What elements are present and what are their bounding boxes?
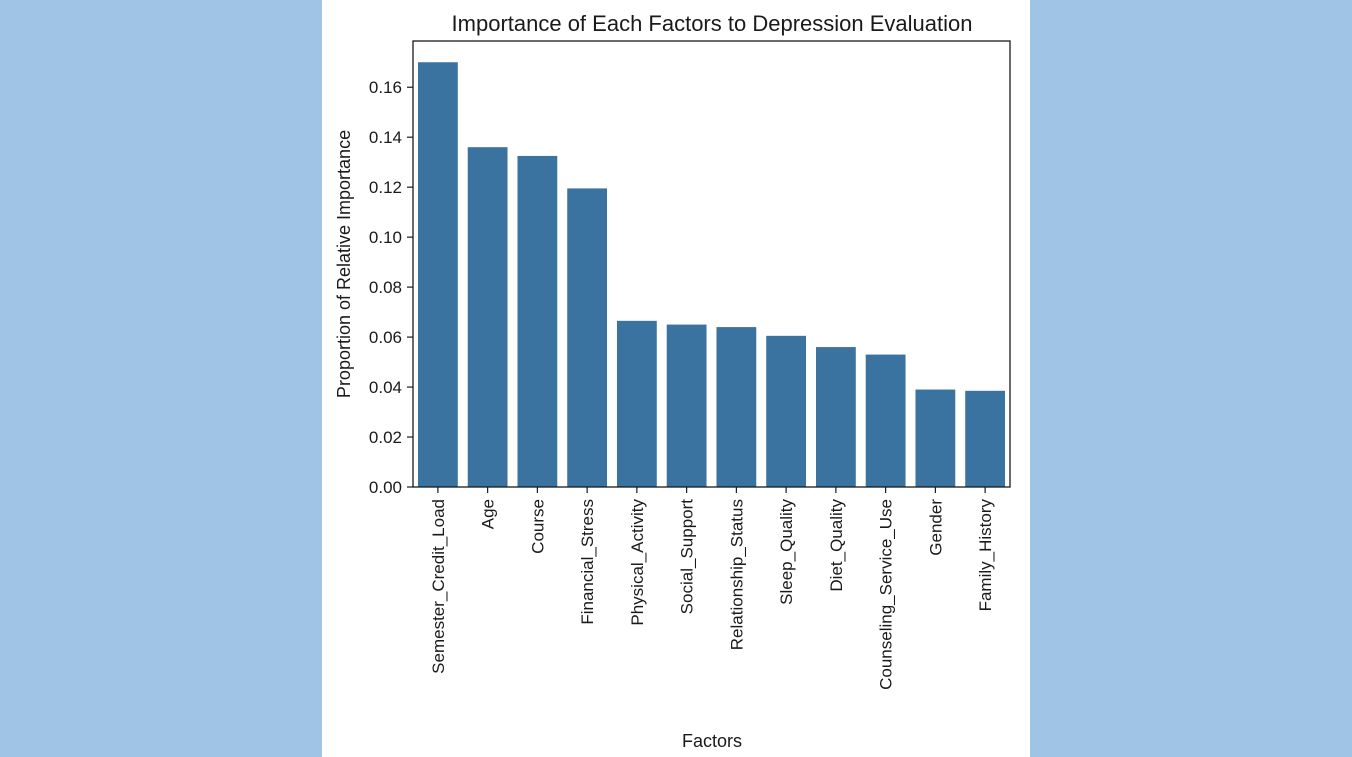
x-axis: Semester_Credit_Load Age Course Financial_S… (429, 487, 995, 690)
chart-title: Importance of Each Factors to Depression… (452, 11, 973, 36)
bar-diet-quality (815, 347, 856, 487)
plot-frame (412, 40, 1011, 488)
bar-sleep-quality (766, 335, 807, 487)
bar-semester-credit-load (417, 62, 458, 488)
bar-gender (915, 389, 956, 487)
y-tick-label: 0.10 (369, 228, 402, 247)
x-tick-label: Family_History (976, 499, 995, 612)
y-tick-label: 0.00 (369, 478, 402, 497)
x-tick-label: Physical_Activity (628, 499, 647, 626)
x-tick-label: Counseling_Service_Use (877, 499, 896, 690)
x-tick-label: Age (479, 499, 498, 529)
y-tick-label: 0.14 (369, 128, 402, 147)
y-tick-label: 0.02 (369, 428, 402, 447)
bar-relationship-status (716, 327, 757, 487)
x-tick-label: Relationship_Status (727, 499, 746, 650)
y-tick-label: 0.12 (369, 178, 402, 197)
x-tick-label: Diet_Quality (827, 499, 846, 592)
bar-physical-activity (616, 320, 657, 487)
bar-family-history (965, 390, 1006, 487)
x-tick-label: Semester_Credit_Load (429, 499, 448, 674)
y-axis: 0.00 0.02 0.04 0.06 0.08 0.10 0.12 0.14 0.16 (369, 78, 413, 497)
x-tick-label: Financial_Stress (578, 499, 597, 625)
bars-group (417, 62, 1006, 488)
y-tick-label: 0.16 (369, 78, 402, 97)
y-tick-label: 0.04 (369, 378, 402, 397)
x-tick-label: Social_Support (678, 499, 697, 615)
bar-age (467, 147, 508, 487)
x-tick-label: Sleep_Quality (777, 499, 796, 605)
bar-counseling-service-use (865, 354, 906, 487)
x-axis-title: Factors (682, 731, 742, 751)
y-tick-label: 0.08 (369, 278, 402, 297)
bar-financial-stress (567, 188, 608, 488)
x-tick-label: Gender (926, 499, 945, 556)
y-axis-title: Proportion of Relative Importance (334, 130, 354, 398)
bar-social-support (666, 324, 707, 487)
x-tick-label: Course (528, 499, 547, 554)
bar-course (517, 155, 558, 487)
y-tick-label: 0.06 (369, 328, 402, 347)
